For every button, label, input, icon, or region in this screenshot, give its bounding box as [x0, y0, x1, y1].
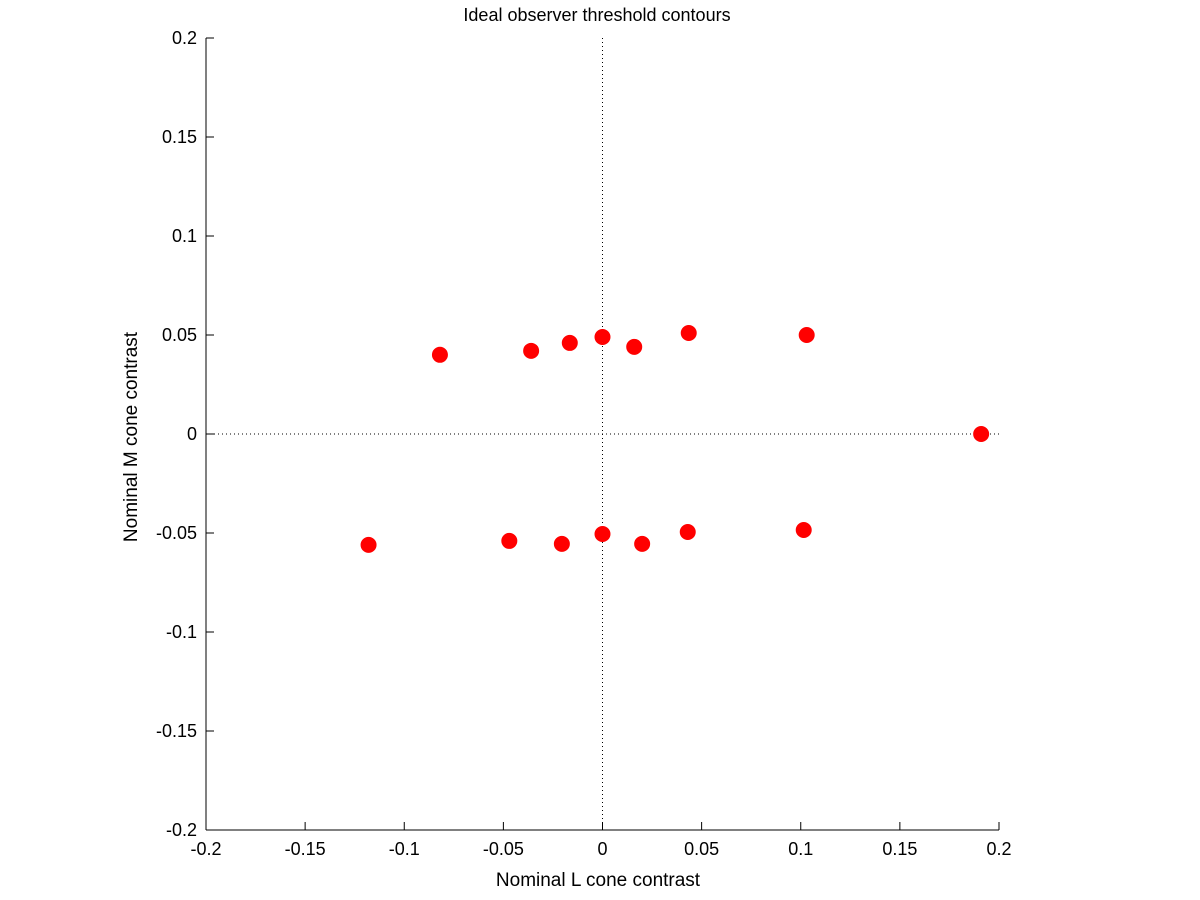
data-point: [798, 327, 815, 343]
x-tick-label: 0.1: [788, 839, 813, 859]
x-tick-label: -0.05: [483, 839, 524, 859]
x-tick-label: -0.2: [190, 839, 221, 859]
chart-title: Ideal observer threshold contours: [463, 5, 730, 25]
x-tick-label: -0.1: [389, 839, 420, 859]
data-point: [795, 522, 812, 539]
data-point: [501, 532, 518, 549]
reference-lines: [206, 38, 999, 830]
data-point: [594, 525, 611, 542]
y-tick-label: 0.1: [172, 226, 197, 246]
x-tick-label: 0.05: [684, 839, 719, 859]
data-point: [594, 328, 611, 345]
y-tick-label: 0.05: [162, 325, 197, 345]
data-point: [680, 325, 697, 342]
data-point: [626, 338, 643, 355]
data-point: [431, 346, 448, 363]
x-axis-label: Nominal L cone contrast: [496, 870, 701, 891]
data-point: [553, 535, 570, 552]
x-axis-ticks: -0.2 -0.15 -0.1 -0.05 0 0.05 0.1 0.15 0.2: [190, 822, 1012, 859]
y-tick-label: 0: [187, 424, 197, 444]
y-tick-label: 0.2: [172, 28, 197, 48]
data-point: [523, 342, 540, 359]
data-point: [360, 536, 377, 553]
y-tick-label: 0.15: [162, 127, 197, 147]
data-point: [634, 535, 651, 552]
y-tick-label: -0.05: [156, 523, 197, 543]
data-point: [973, 426, 990, 442]
y-tick-label: -0.2: [166, 820, 197, 840]
y-axis-label: Nominal M cone contrast: [121, 331, 142, 542]
y-axis-ticks: -0.2 -0.15 -0.1 -0.05 0 0.05 0.1 0.15 0.2: [156, 28, 214, 840]
data-points: [360, 325, 990, 553]
data-point: [679, 524, 696, 541]
x-tick-label: 0.2: [986, 839, 1011, 859]
y-tick-label: -0.1: [166, 622, 197, 642]
x-tick-label: 0: [597, 839, 607, 859]
y-tick-label: -0.15: [156, 721, 197, 741]
x-tick-label: 0.15: [882, 839, 917, 859]
data-point: [561, 334, 578, 351]
x-tick-label: -0.15: [285, 839, 326, 859]
